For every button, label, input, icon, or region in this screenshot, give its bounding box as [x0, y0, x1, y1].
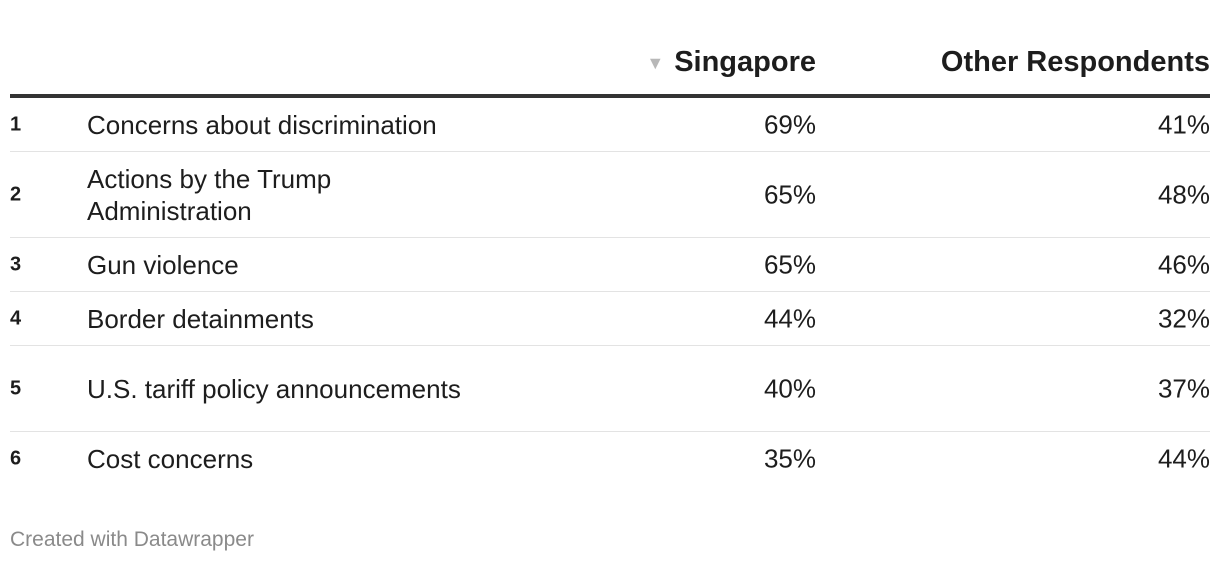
- cell-singapore: 65%: [763, 179, 816, 209]
- cell-singapore: 65%: [763, 249, 816, 279]
- row-rank: 2: [10, 183, 22, 205]
- data-table: ▼ Singapore Other Respondents 1 Concerns a…: [10, 38, 1210, 486]
- table-row: 5 U.S. tariff policy announcements 40% 37%: [10, 346, 1210, 432]
- column-header-singapore[interactable]: ▼ Singapore: [646, 46, 816, 79]
- table-body: 1 Concerns about discrimination 69% 41% 2 Act…: [10, 98, 1210, 486]
- row-label: Actions by the Trump Administration: [87, 163, 332, 226]
- table-row: 4 Border detainments 44% 32%: [10, 292, 1210, 346]
- cell-other-respondents: 46%: [1157, 249, 1210, 279]
- row-rank: 6: [10, 447, 22, 470]
- attribution-footer: Created with Datawrapper: [10, 528, 254, 551]
- sort-descending-icon[interactable]: ▼: [646, 53, 665, 73]
- table-row: 2 Actions by the Trump Administration 65% 4…: [10, 152, 1210, 238]
- row-label: Cost concerns: [87, 444, 254, 474]
- cell-singapore: 35%: [763, 443, 816, 474]
- column-header-singapore-label: Singapore: [674, 46, 816, 78]
- table-row: 6 Cost concerns 35% 44%: [10, 432, 1210, 486]
- column-header-other-label: Other Respondents: [940, 46, 1210, 78]
- cell-other-respondents: 37%: [1157, 373, 1210, 403]
- cell-singapore: 69%: [763, 109, 816, 139]
- row-label: Border detainments: [87, 303, 314, 334]
- table-header: ▼ Singapore Other Respondents: [10, 38, 1210, 98]
- row-label: U.S. tariff policy announcements: [87, 373, 461, 404]
- row-label: Concerns about discrimination: [87, 109, 437, 140]
- row-rank: 1: [10, 113, 22, 135]
- row-label: Gun violence: [87, 249, 239, 280]
- table-row: 1 Concerns about discrimination 69% 41%: [10, 98, 1210, 152]
- cell-singapore: 40%: [763, 373, 816, 403]
- cell-other-respondents: 41%: [1157, 109, 1210, 139]
- row-rank: 4: [10, 307, 22, 329]
- row-rank: 5: [10, 377, 22, 399]
- cell-other-respondents: 48%: [1157, 179, 1210, 209]
- column-header-other-respondents[interactable]: Other Respondents: [941, 46, 1210, 79]
- cell-other-respondents: 32%: [1157, 303, 1210, 333]
- cell-singapore: 44%: [763, 303, 816, 333]
- row-rank: 3: [10, 253, 22, 275]
- table-row: 3 Gun violence 65% 46%: [10, 238, 1210, 292]
- cell-other-respondents: 44%: [1157, 443, 1210, 474]
